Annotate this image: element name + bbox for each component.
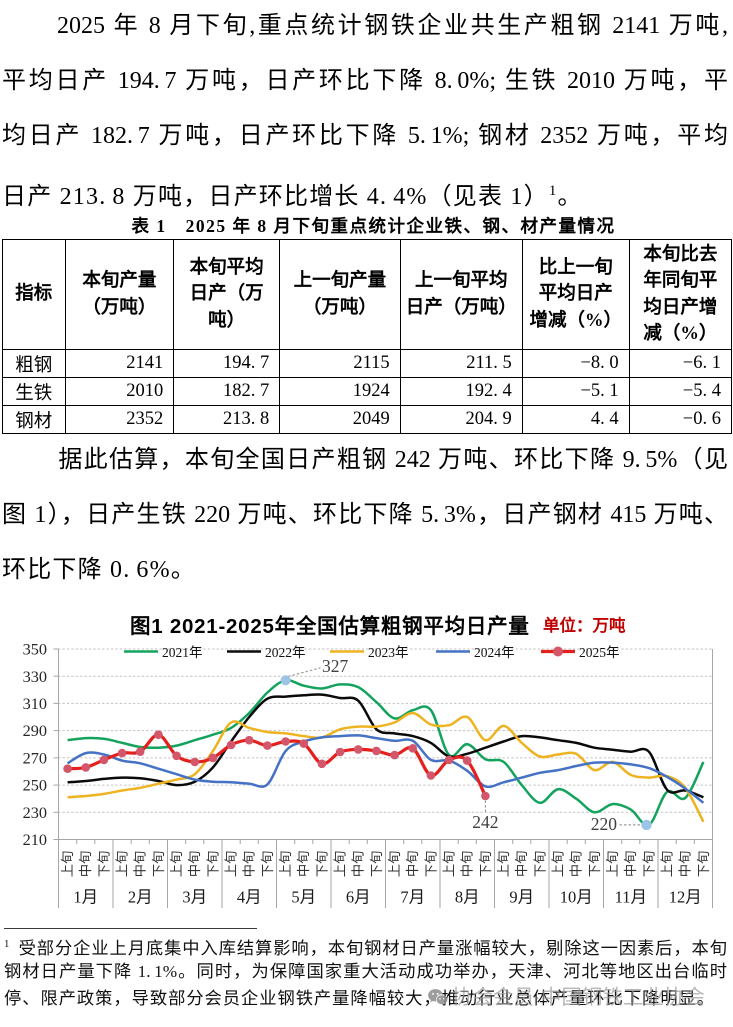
svg-text:中旬: 中旬 <box>296 851 311 877</box>
svg-text:3月: 3月 <box>182 888 207 907</box>
svg-text:上旬: 上旬 <box>605 851 620 877</box>
svg-text:310: 310 <box>23 694 47 713</box>
svg-text:上旬: 上旬 <box>496 851 511 877</box>
svg-text:2021年: 2021年 <box>162 645 203 660</box>
svg-text:2022年: 2022年 <box>265 645 306 660</box>
svg-text:2025年: 2025年 <box>579 645 620 660</box>
svg-text:7月: 7月 <box>400 888 425 907</box>
svg-text:中旬: 中旬 <box>460 851 475 877</box>
svg-text:上旬: 上旬 <box>60 851 75 877</box>
svg-text:下旬: 下旬 <box>696 851 711 877</box>
svg-text:210: 210 <box>23 830 47 849</box>
svg-text:327: 327 <box>322 656 349 676</box>
svg-text:上旬: 上旬 <box>169 851 184 877</box>
svg-text:5月: 5月 <box>291 888 316 907</box>
svg-text:220: 220 <box>591 814 618 834</box>
svg-text:242: 242 <box>472 812 498 832</box>
svg-text:8月: 8月 <box>455 888 480 907</box>
svg-text:上旬: 上旬 <box>333 851 348 877</box>
svg-text:下旬: 下旬 <box>205 851 220 877</box>
svg-text:上旬: 上旬 <box>224 851 239 877</box>
svg-text:2月: 2月 <box>128 888 153 907</box>
svg-text:250: 250 <box>23 776 47 795</box>
svg-text:上旬: 上旬 <box>442 851 457 877</box>
svg-text:中旬: 中旬 <box>569 851 584 877</box>
svg-text:270: 270 <box>23 749 47 768</box>
svg-text:10月: 10月 <box>560 888 593 907</box>
svg-text:6月: 6月 <box>346 888 371 907</box>
svg-text:9月: 9月 <box>509 888 534 907</box>
svg-text:中旬: 中旬 <box>187 851 202 877</box>
svg-text:上旬: 上旬 <box>278 851 293 877</box>
svg-text:中旬: 中旬 <box>678 851 693 877</box>
svg-text:下旬: 下旬 <box>314 851 329 877</box>
svg-text:下旬: 下旬 <box>587 851 602 877</box>
svg-text:中旬: 中旬 <box>623 851 638 877</box>
svg-text:下旬: 下旬 <box>260 851 275 877</box>
svg-text:中旬: 中旬 <box>514 851 529 877</box>
svg-text:中旬: 中旬 <box>351 851 366 877</box>
svg-text:下旬: 下旬 <box>478 851 493 877</box>
svg-text:上旬: 上旬 <box>387 851 402 877</box>
svg-text:下旬: 下旬 <box>369 851 384 877</box>
svg-text:290: 290 <box>23 721 47 740</box>
svg-text:中旬: 中旬 <box>405 851 420 877</box>
svg-text:12月: 12月 <box>669 888 702 907</box>
svg-text:下旬: 下旬 <box>532 851 547 877</box>
svg-text:下旬: 下旬 <box>641 851 656 877</box>
svg-text:上旬: 上旬 <box>115 851 130 877</box>
svg-text:2024年: 2024年 <box>474 645 515 660</box>
svg-text:上旬: 上旬 <box>551 851 566 877</box>
svg-text:中旬: 中旬 <box>133 851 148 877</box>
svg-text:4月: 4月 <box>237 888 262 907</box>
svg-text:下旬: 下旬 <box>423 851 438 877</box>
svg-text:下旬: 下旬 <box>96 851 111 877</box>
svg-text:上旬: 上旬 <box>660 851 675 877</box>
svg-text:11月: 11月 <box>615 888 647 907</box>
svg-text:230: 230 <box>23 803 47 822</box>
svg-text:中旬: 中旬 <box>78 851 93 877</box>
svg-text:350: 350 <box>23 640 47 659</box>
svg-text:330: 330 <box>23 667 47 686</box>
svg-text:下旬: 下旬 <box>151 851 166 877</box>
svg-text:中旬: 中旬 <box>242 851 257 877</box>
svg-text:2023年: 2023年 <box>368 645 409 660</box>
svg-text:1月: 1月 <box>73 888 98 907</box>
